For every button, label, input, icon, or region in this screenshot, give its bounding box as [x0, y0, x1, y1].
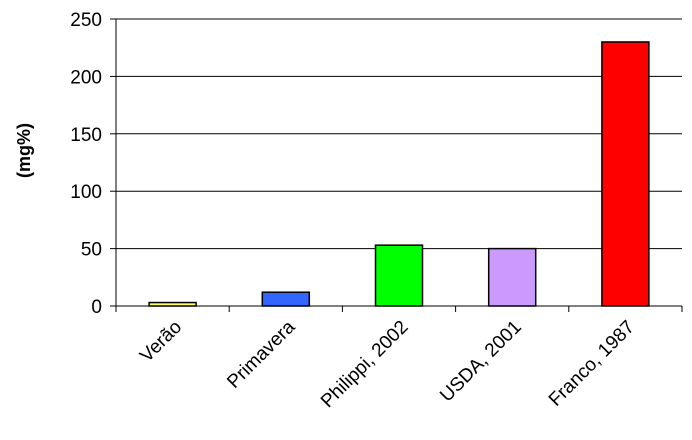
bar-1: [261, 291, 311, 307]
y-tick-label: 250: [70, 10, 102, 31]
y-tick-labels: 0 50 100 150 200 250: [70, 10, 102, 318]
y-tick-label: 200: [70, 67, 102, 88]
bars-layer: [148, 41, 650, 307]
y-tick-label: 50: [81, 240, 102, 261]
y-tick-label: 150: [70, 125, 102, 146]
axis-layer: [110, 18, 683, 312]
x-category-label: USDA, 2001: [436, 317, 526, 407]
y-tick-label: 0: [91, 297, 102, 318]
bar-2: [374, 244, 424, 307]
y-axis-title: (mg%): [14, 123, 34, 178]
x-tick-labels: Verão Primavera Philippi, 2002 USDA, 2001 Fr…: [136, 316, 639, 412]
x-category-label: Franco, 1987: [545, 317, 639, 411]
bar-3: [487, 247, 537, 307]
grid-layer: [116, 18, 682, 250]
x-category-label: Verão: [136, 317, 186, 367]
bar-4: [601, 41, 650, 307]
bar-0: [148, 301, 197, 307]
x-category-label: Primavera: [223, 316, 299, 392]
y-tick-label: 100: [70, 182, 102, 203]
x-category-label: Philippi, 2002: [317, 317, 413, 413]
